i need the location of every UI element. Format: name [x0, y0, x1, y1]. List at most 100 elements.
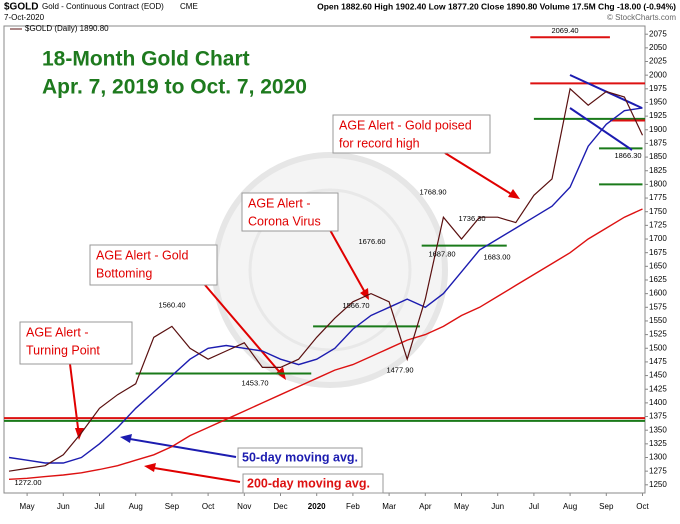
y-tick-label: 1775	[649, 193, 667, 202]
arrowhead	[120, 434, 132, 443]
callout-text: AGE Alert -	[26, 325, 89, 339]
arrow	[444, 152, 517, 198]
arrowhead	[508, 189, 520, 199]
point-label: 1477.90	[386, 365, 413, 374]
watermark	[248, 188, 412, 352]
point-label: 1736.30	[458, 214, 485, 223]
point-label: 1676.60	[358, 237, 385, 246]
x-tick-label: 2020	[308, 502, 326, 511]
y-tick-label: 1600	[649, 289, 667, 298]
y-tick-label: 1400	[649, 398, 667, 407]
chart-subtitle: Apr. 7, 2019 to Oct. 7, 2020	[42, 76, 307, 99]
y-tick-label: 1250	[649, 480, 667, 489]
point-label: 1768.90	[419, 187, 446, 196]
x-tick-label: Jul	[94, 502, 104, 511]
x-tick-label: Aug	[129, 502, 143, 511]
y-tick-label: 1750	[649, 207, 667, 216]
callout-box	[332, 114, 491, 154]
quote: Open 1882.60 High 1902.40 Low 1877.20 Cl…	[317, 1, 676, 11]
chart-title: 18-Month Gold Chart	[42, 48, 250, 71]
y-tick-label: 1850	[649, 152, 667, 161]
channel-line	[569, 107, 633, 151]
y-tick-label: 1425	[649, 384, 667, 393]
point-label: 1566.70	[342, 301, 369, 310]
y-tick-label: 2025	[649, 57, 667, 66]
x-tick-label: Sep	[599, 502, 614, 511]
y-tick-label: 1725	[649, 220, 667, 229]
y-tick-label: 1525	[649, 330, 667, 339]
point-label: 1272.00	[14, 478, 41, 487]
y-tick-label: 1700	[649, 234, 667, 243]
y-tick-label: 1275	[649, 466, 667, 475]
point-label: 1560.40	[158, 300, 185, 309]
series-line	[8, 107, 643, 464]
x-tick-label: Feb	[346, 502, 360, 511]
x-tick-label: Jul	[529, 502, 539, 511]
arrow	[329, 229, 368, 297]
y-tick-label: 1325	[649, 439, 667, 448]
y-tick-label: 2000	[649, 70, 667, 79]
arrow	[147, 466, 241, 483]
y-tick-label: 1475	[649, 357, 667, 366]
x-tick-label: Jun	[491, 502, 504, 511]
callout-text: Turning Point	[26, 343, 100, 357]
arrowhead	[75, 428, 84, 440]
y-tick-label: 1625	[649, 275, 667, 284]
callout-box	[19, 321, 133, 365]
arrowhead	[360, 288, 369, 300]
y-tick-label: 1875	[649, 139, 667, 148]
arrowheads	[75, 189, 520, 472]
x-tick-label: Apr	[419, 502, 432, 511]
symbol: $GOLD	[4, 2, 38, 13]
y-tick-label: 1300	[649, 453, 667, 462]
y-tick-label: 1800	[649, 180, 667, 189]
x-tick-label: Oct	[636, 502, 649, 511]
x-tick-label: Oct	[202, 502, 215, 511]
point-label: 2069.40	[551, 26, 578, 35]
x-tick-label: May	[454, 502, 469, 511]
y-tick-label: 1500	[649, 343, 667, 352]
y-tick-label: 1575	[649, 302, 667, 311]
source: © StockCharts.com	[607, 13, 676, 22]
y-tick-label: 1350	[649, 425, 667, 434]
series-line	[8, 87, 644, 472]
point-label: 1687.80	[428, 250, 455, 259]
y-tick-label: 1375	[649, 412, 667, 421]
legend-label: 200-day moving avg.	[247, 476, 370, 490]
exchange: CME	[180, 2, 198, 11]
y-tick-label: 1550	[649, 316, 667, 325]
callout-text: Corona Virus	[248, 214, 321, 228]
legend-label: 50-day moving avg.	[242, 450, 358, 464]
callout-box	[241, 192, 339, 232]
y-tick-label: 1825	[649, 166, 667, 175]
callout-box	[89, 244, 218, 286]
y-tick-label: 1925	[649, 111, 667, 120]
x-tick-label: Sep	[165, 502, 180, 511]
y-tick-label: 2050	[649, 43, 667, 52]
callout-text: AGE Alert - Gold	[96, 248, 188, 262]
callout-text: for record high	[339, 136, 420, 150]
callout-text: AGE Alert - Gold poised	[339, 118, 472, 132]
legend-box	[237, 447, 363, 468]
instrument-name: Gold - Continuous Contract (EOD)	[42, 2, 164, 11]
callout-arrows	[69, 152, 517, 483]
series-line	[8, 208, 643, 480]
y-tick-label: 2075	[649, 29, 667, 38]
point-label: 1683.00	[483, 252, 510, 261]
date: 7-Oct-2020	[4, 13, 45, 22]
legend-box	[242, 473, 384, 494]
y-tick-label: 1675	[649, 248, 667, 257]
y-tick-label: 1450	[649, 371, 667, 380]
x-tick-label: Aug	[563, 502, 577, 511]
y-tick-label: 1900	[649, 125, 667, 134]
arrow	[123, 437, 237, 458]
y-tick-label: 1950	[649, 98, 667, 107]
x-tick-label: Dec	[273, 502, 287, 511]
callout-text: Bottoming	[96, 266, 152, 280]
arrow	[69, 363, 80, 437]
x-tick-label: Nov	[237, 502, 251, 511]
arrow	[204, 284, 284, 377]
callout-text: AGE Alert -	[248, 196, 311, 210]
arrowhead	[144, 463, 156, 472]
